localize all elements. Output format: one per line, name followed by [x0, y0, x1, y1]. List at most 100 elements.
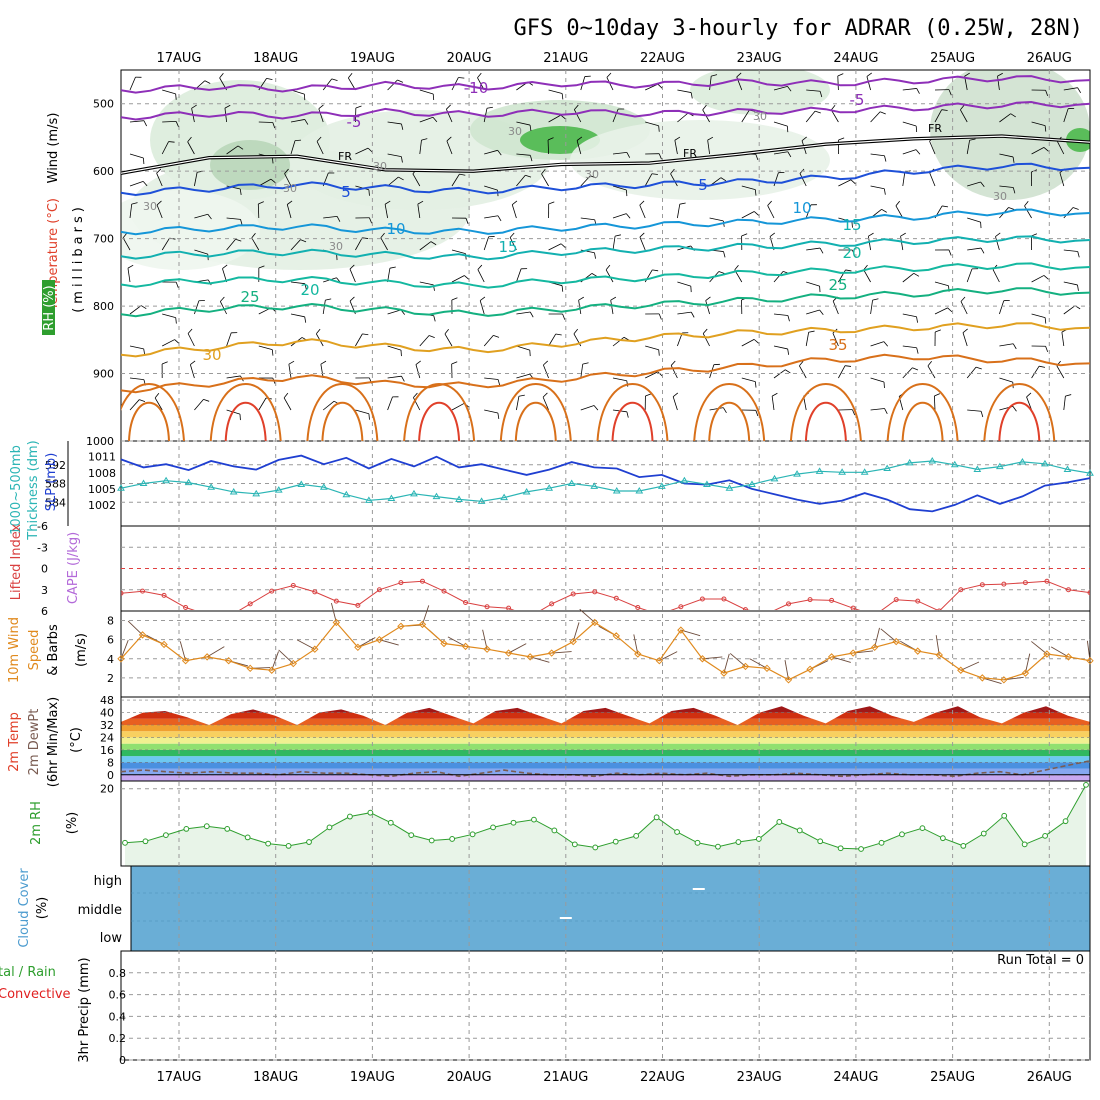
wind-barb-flag	[591, 273, 598, 277]
wind-barb	[771, 396, 775, 411]
temp-tick: 16	[100, 744, 114, 757]
wind-barb	[484, 377, 499, 380]
wind-barb-flag	[868, 232, 874, 237]
lifted-index-point	[635, 604, 641, 610]
wind10-barb	[784, 660, 789, 680]
wind-barb-flag	[690, 92, 693, 99]
wind-barb-flag	[948, 89, 952, 96]
wind-barb-flag	[175, 282, 179, 288]
lifted-index-point	[1065, 587, 1071, 593]
wind-barb	[387, 153, 402, 157]
wind-barb-flag	[451, 297, 458, 301]
wind-barb-flag	[1045, 90, 1049, 97]
wind-barb-flag	[605, 264, 611, 271]
wind10-point	[569, 637, 577, 646]
wind-barb-flag	[819, 91, 823, 98]
wind-barb	[902, 121, 917, 127]
wind10-point	[181, 656, 190, 665]
rh2m-point	[735, 839, 742, 845]
wind10-point	[160, 640, 168, 649]
wind10-barb	[659, 651, 678, 662]
wind-barb-flag	[203, 398, 210, 402]
lifted-index-point	[247, 601, 253, 607]
thickness-point	[770, 474, 779, 482]
temperature-band	[121, 731, 1090, 738]
wind10-barb	[723, 653, 730, 674]
wind-barb-flag	[679, 202, 686, 205]
wind-barb-flag	[497, 412, 500, 419]
temp-tick: 8	[107, 756, 114, 769]
temperature-band	[121, 768, 1090, 775]
wind-barb	[446, 109, 453, 123]
wind-barb	[580, 175, 591, 187]
wind-barb	[645, 121, 659, 127]
wind-barb-flag	[819, 309, 824, 316]
wind-barb-flag	[975, 366, 982, 370]
lifted-index-point	[893, 597, 899, 603]
wind-barb-flag	[718, 271, 725, 274]
rh2m-point	[715, 843, 721, 850]
wind-barb	[929, 140, 936, 155]
wind-barb	[412, 173, 421, 187]
wind-barb	[479, 300, 485, 315]
isotherm-label: -5	[347, 113, 362, 131]
wind-barb-flag	[220, 296, 225, 302]
surface-loop-inner	[224, 401, 267, 441]
rh2m-point	[1042, 832, 1049, 839]
li-tick: 3	[41, 584, 48, 597]
wind-barb-flag	[222, 264, 228, 269]
wind-barb-flag	[401, 375, 405, 382]
wind-barb	[129, 153, 144, 159]
precip-label-conv: Convective	[0, 987, 71, 1002]
wind10-point	[354, 643, 362, 652]
wind-barb-flag	[174, 339, 180, 344]
wind-barb-flag	[464, 275, 470, 280]
wind10-point	[1043, 650, 1051, 658]
wind-barb	[741, 211, 755, 219]
lifted-index-point	[161, 592, 167, 598]
wind-barb-flag	[845, 269, 852, 272]
rh2m-point	[1083, 781, 1089, 788]
lifted-index-point	[333, 598, 339, 604]
wind10-point	[526, 653, 534, 661]
wind-barb-flag	[175, 317, 177, 324]
wind-barb-flag	[251, 232, 256, 239]
wind-barb-flag	[156, 168, 162, 174]
wind-barb	[451, 249, 466, 255]
wind-barb-flag	[964, 72, 970, 77]
wind-barb	[226, 185, 241, 190]
wind-barb-flag	[670, 360, 676, 366]
rh2m-point	[265, 840, 272, 847]
wind-barb	[895, 205, 904, 219]
wind-barb-flag	[548, 201, 555, 205]
rh2m-point	[183, 826, 190, 832]
thickness-point	[680, 476, 689, 484]
wind-barb-flag	[529, 155, 533, 162]
wind-barb-flag	[837, 73, 844, 77]
wind-barb	[1063, 87, 1078, 91]
wind-barb	[516, 345, 530, 351]
rh2m-label-1: 2m RH	[29, 801, 44, 845]
wind-barb-flag	[287, 200, 293, 205]
lifted-index-point	[419, 578, 425, 584]
wind-tick: 8	[107, 615, 114, 628]
wind-barb-flag	[235, 238, 242, 242]
wind-barb-flag	[497, 379, 501, 386]
wind-barb	[484, 215, 499, 219]
wind-barb	[870, 185, 885, 190]
wind10-point	[289, 659, 297, 668]
wind-barb-flag	[753, 211, 759, 216]
wind-barb	[612, 377, 627, 382]
wind-barb-flag	[421, 138, 428, 141]
wind-barb	[967, 181, 981, 187]
wind-barb	[1063, 281, 1078, 286]
temp-tick: 48	[100, 694, 114, 707]
wind-barb-flag	[895, 200, 901, 207]
wind10-label-3: & Barbs	[46, 624, 61, 676]
wind-barb	[484, 149, 498, 155]
wind-barb-flag	[325, 298, 332, 301]
wind-barb	[122, 237, 131, 251]
wind-barb	[741, 185, 756, 190]
wind-barb-flag	[1012, 187, 1016, 194]
wind-barb-flag	[190, 360, 196, 365]
